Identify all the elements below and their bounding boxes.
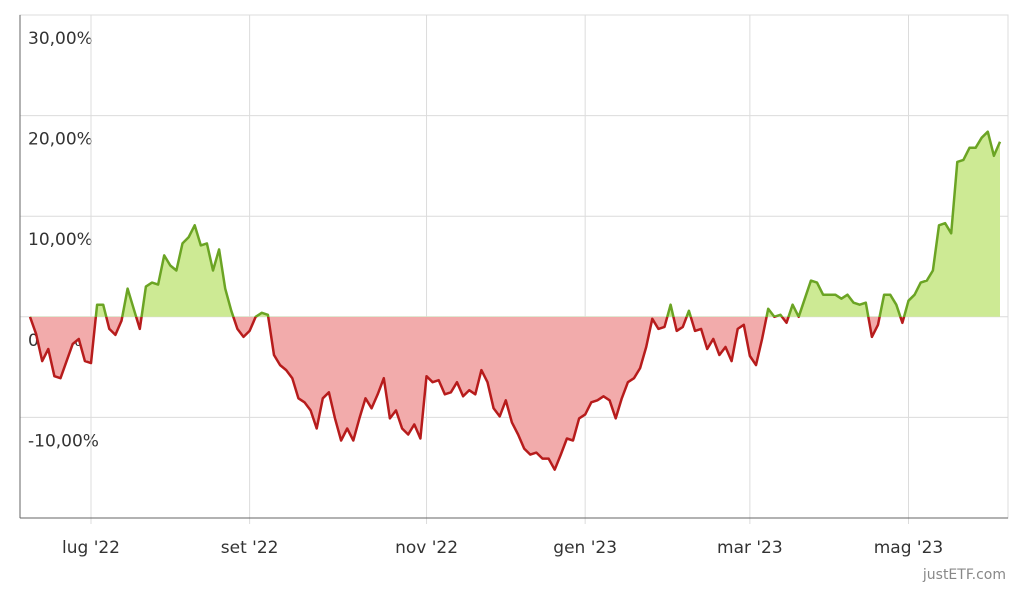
x-tick-label: nov '22 — [395, 538, 458, 558]
y-tick-label: -10,00% — [28, 431, 99, 451]
x-tick-label: mar '23 — [717, 538, 783, 558]
x-tick-label: mag '23 — [874, 538, 943, 558]
credit: justETF.com — [922, 567, 1006, 583]
x-tick-label: lug '22 — [62, 538, 120, 558]
y-tick-label: 10,00% — [28, 230, 93, 250]
x-tick-label: set '22 — [221, 538, 279, 558]
line — [28, 130, 1002, 471]
y-tick-label: 30,00% — [28, 29, 93, 49]
area-fill — [30, 131, 1000, 470]
x-tick-label: gen '23 — [553, 538, 617, 558]
y-tick-label: 20,00% — [28, 130, 93, 150]
